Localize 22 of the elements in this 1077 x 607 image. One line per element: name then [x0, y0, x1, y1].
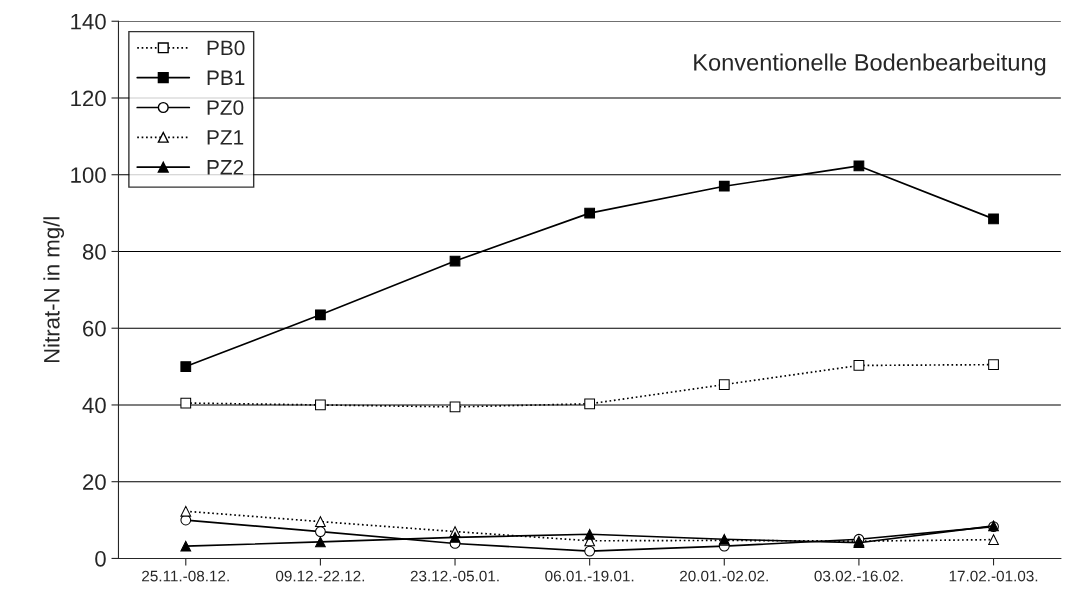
y-tick-label: 0 — [95, 550, 106, 567]
x-tick-label: 17.02.-01.03. — [949, 570, 1038, 582]
legend-label: PZ1 — [207, 130, 244, 145]
x-tick-label: 25.11.-08.12. — [142, 570, 229, 582]
y-tick-label: 40 — [82, 397, 106, 414]
y-tick-label: 100 — [71, 167, 106, 183]
y-axis-title: Nitrat-N in mg/l — [43, 217, 65, 363]
x-tick-label: 03.02.-16.02. — [814, 570, 903, 582]
legend-label: PB1 — [207, 70, 245, 85]
legend-label: PZ0 — [207, 100, 244, 115]
y-tick-label: 140 — [71, 13, 106, 30]
y-tick-label: 60 — [83, 320, 106, 337]
y-tick-label: 20 — [83, 474, 106, 490]
text: Konventionelle Bodenbearbeitung — [694, 53, 1046, 76]
y-tick-label: 120 — [71, 90, 106, 107]
legend-label: PB0 — [207, 40, 245, 56]
x-tick-label: 23.12.-05.01. — [410, 570, 499, 582]
y-tick-label: 80 — [82, 244, 106, 260]
legend-label: PZ2 — [207, 159, 244, 175]
x-tick-label: 06.01.-19.01. — [545, 570, 634, 582]
x-tick-label: 09.12.-22.12. — [275, 570, 365, 582]
x-tick-label: 20.01.-02.02. — [680, 570, 768, 582]
